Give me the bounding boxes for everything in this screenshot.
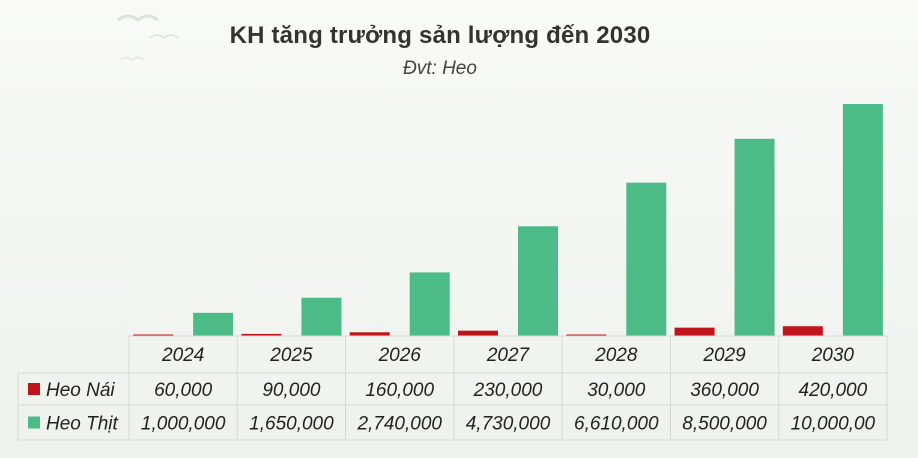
data-label-heo-nai-2029: 360,000	[690, 380, 759, 401]
bar-heo-thit-2024	[193, 312, 234, 336]
data-label-heo-thit-2024: 1,000,000	[141, 414, 226, 435]
data-label-heo-nai-2028: 30,000	[587, 380, 646, 401]
chart-subtitle: Đvt: Heo	[403, 58, 477, 79]
bar-heo-nai-2030	[782, 326, 823, 336]
x-tick-label-2028: 2028	[594, 345, 638, 366]
bar-heo-nai-2028	[566, 334, 607, 336]
bar-heo-nai-2026	[349, 332, 390, 336]
legend-key-heo-nai	[28, 383, 40, 395]
data-label-heo-thit-2028: 6,610,000	[574, 414, 659, 435]
data-label-heo-nai-2030: 420,000	[799, 380, 868, 401]
bird-icon	[149, 34, 179, 40]
bar-heo-thit-2030	[842, 104, 883, 336]
data-label-heo-nai-2024: 60,000	[154, 380, 213, 401]
legend-label-heo-nai: Heo Nái	[46, 380, 115, 401]
bar-heo-thit-2025	[301, 297, 342, 336]
legend-label-heo-thit: Heo Thịt	[46, 414, 119, 435]
bar-heo-nai-2027	[458, 330, 498, 336]
data-table: 2024 2025 2026 2027 2028 2029 2030 Heo Nái 60,00…	[17, 335, 888, 441]
bar-heo-thit-2028	[626, 182, 667, 336]
bar-heo-thit-2029	[734, 138, 775, 336]
bar-heo-nai-2024	[133, 334, 174, 336]
bar-heo-nai-2025	[241, 333, 282, 336]
x-tick-label-2027: 2027	[486, 345, 531, 366]
data-label-heo-thit-2026: 2,740,000	[356, 414, 442, 435]
x-tick-label-2025: 2025	[269, 345, 313, 366]
data-label-heo-nai-2027: 230,000	[473, 380, 543, 401]
bird-icon	[119, 56, 145, 62]
data-label-heo-nai-2025: 90,000	[262, 380, 321, 401]
background-decoration	[117, 14, 179, 62]
x-tick-label-2026: 2026	[378, 345, 422, 366]
x-tick-label-2030: 2030	[811, 345, 855, 366]
data-label-heo-thit-2029: 8,500,000	[682, 414, 767, 435]
data-label-heo-thit-2030: 10,000,00	[791, 414, 876, 435]
data-label-heo-thit-2025: 1,650,000	[249, 414, 334, 435]
legend-key-heo-thit	[28, 416, 40, 429]
x-tick-label-2029: 2029	[702, 345, 746, 366]
bird-icon	[117, 14, 159, 22]
bar-heo-thit-2027	[518, 226, 558, 336]
bar-heo-nai-2029	[674, 327, 715, 336]
data-label-heo-thit-2027: 4,730,000	[466, 414, 551, 435]
x-tick-label-2024: 2024	[161, 345, 204, 366]
data-label-heo-nai-2026: 160,000	[365, 380, 434, 401]
bar-heo-thit-2026	[409, 272, 450, 336]
bars-layer	[133, 104, 883, 336]
chart-title: KH tăng trưởng sản lượng đến 2030	[229, 22, 651, 49]
